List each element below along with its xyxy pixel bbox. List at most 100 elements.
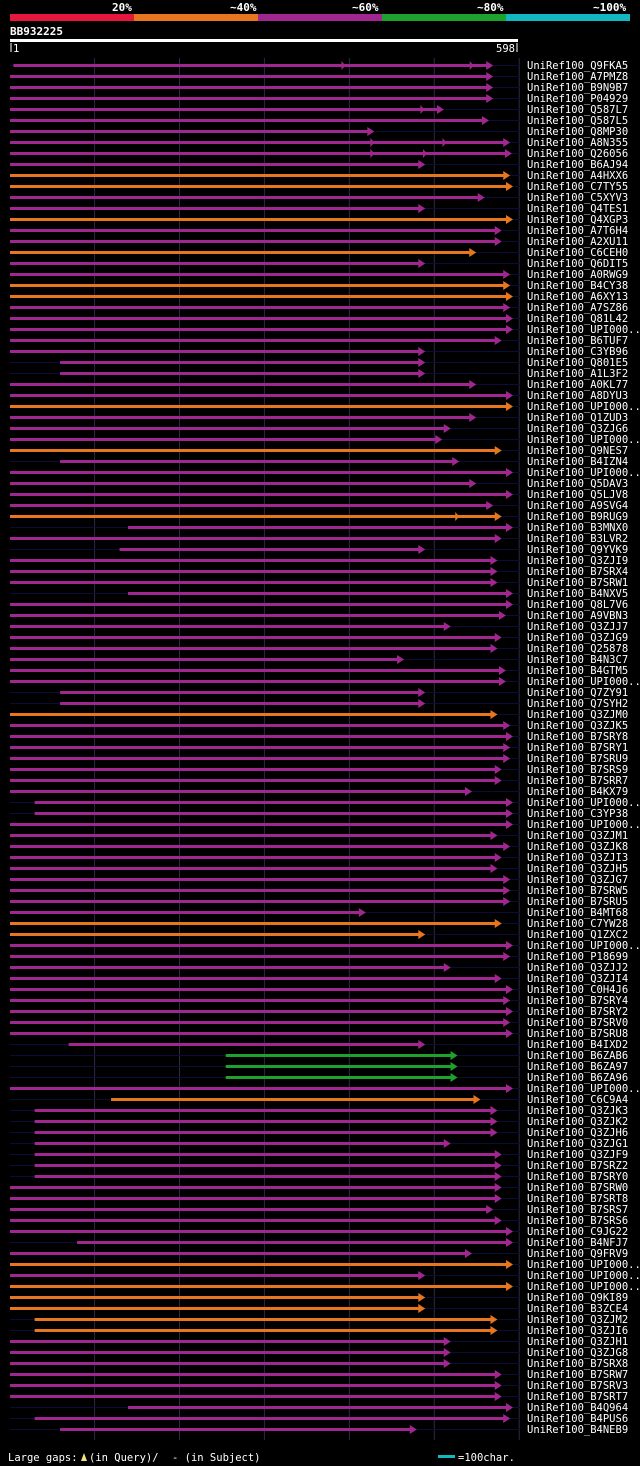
hit-row[interactable]: UniRef100_C7YW28 (10, 918, 628, 930)
hit-label[interactable]: UniRef100_B7SRV0 (527, 1017, 628, 1029)
hit-bar[interactable] (34, 1417, 505, 1420)
hit-label[interactable]: UniRef100_B7SRW5 (527, 885, 628, 897)
hit-row[interactable]: UniRef100_B7SRZ2 (10, 1160, 628, 1172)
hit-row[interactable]: UniRef100_Q1ZXC2 (10, 929, 628, 941)
hit-label[interactable]: UniRef100_Q4XGP3 (527, 214, 628, 226)
hit-label[interactable]: UniRef100_B4N3C7 (527, 654, 628, 666)
hit-label[interactable]: UniRef100_B4KX79 (527, 786, 628, 798)
hit-row[interactable]: UniRef100_B4NXV5 (10, 588, 628, 600)
hit-bar[interactable] (10, 900, 505, 903)
hit-bar[interactable] (10, 911, 360, 914)
hit-label[interactable]: UniRef100_B4GTM5 (527, 665, 628, 677)
hit-label[interactable]: UniRef100_A0RWG9 (527, 269, 628, 281)
hit-label[interactable]: UniRef100_Q801E5 (527, 357, 628, 369)
hit-row[interactable]: UniRef100_B9RUG9 (10, 511, 628, 523)
hit-bar[interactable] (10, 240, 496, 243)
hit-label[interactable]: UniRef100_UPI000... (527, 324, 640, 336)
hit-bar[interactable] (10, 251, 471, 254)
hit-label[interactable]: UniRef100_A6XY13 (527, 291, 628, 303)
hit-bar[interactable] (10, 1252, 466, 1255)
hit-row[interactable]: UniRef100_Q9FRV9 (10, 1248, 628, 1260)
hit-bar[interactable] (10, 1351, 445, 1354)
hit-row[interactable]: UniRef100_B7SRY0 (10, 1171, 628, 1183)
hit-bar[interactable] (10, 867, 492, 870)
hit-bar[interactable] (10, 1285, 507, 1288)
hit-label[interactable]: UniRef100_B4IZN4 (527, 456, 628, 468)
hit-bar[interactable] (10, 262, 420, 265)
hit-row[interactable]: UniRef100_B7SRW1 (10, 577, 628, 589)
hit-label[interactable]: UniRef100_Q3ZJG6 (527, 423, 628, 435)
hit-label[interactable]: UniRef100_Q9FRV9 (527, 1248, 628, 1260)
hit-row[interactable]: UniRef100_UPI000... (10, 819, 640, 831)
hit-bar[interactable] (60, 691, 420, 694)
hit-label[interactable]: UniRef100_Q6DIT5 (527, 258, 628, 270)
hit-label[interactable]: UniRef100_A9SVG4 (527, 500, 628, 512)
hit-row[interactable]: UniRef100_B7SRY2 (10, 1006, 628, 1018)
hit-label[interactable]: UniRef100_A7PMZ8 (527, 71, 628, 83)
hit-bar[interactable] (10, 1340, 445, 1343)
hit-row[interactable]: UniRef100_B7SRW5 (10, 885, 628, 897)
hit-bar[interactable] (13, 64, 488, 67)
hit-bar[interactable] (10, 218, 507, 221)
hit-row[interactable]: UniRef100_B4Q964 (10, 1402, 628, 1414)
hit-bar[interactable] (10, 1032, 507, 1035)
hit-bar[interactable] (10, 306, 505, 309)
hit-label[interactable]: UniRef100_B7SRX4 (527, 566, 628, 578)
hit-bar[interactable] (10, 405, 507, 408)
hit-bar[interactable] (34, 1120, 492, 1123)
hit-row[interactable]: UniRef100_B4IXD2 (10, 1039, 628, 1051)
hit-bar[interactable] (34, 1318, 492, 1321)
hit-row[interactable]: UniRef100_B7SRU8 (10, 1028, 628, 1040)
hit-row[interactable]: UniRef100_B7SRY8 (10, 731, 628, 743)
hit-label[interactable]: UniRef100_A9VBN3 (527, 610, 628, 622)
hit-bar[interactable] (10, 823, 507, 826)
hit-bar[interactable] (10, 636, 496, 639)
hit-row[interactable]: UniRef100_B7SRU9 (10, 753, 628, 765)
hit-row[interactable]: UniRef100_B4NEB9 (10, 1424, 628, 1436)
hit-row[interactable]: UniRef100_B3LVR2 (10, 533, 628, 545)
hit-label[interactable]: UniRef100_Q26056 (527, 148, 628, 160)
hit-bar[interactable] (10, 966, 445, 969)
hit-bar[interactable] (10, 944, 507, 947)
hit-label[interactable]: UniRef100_B4NXV5 (527, 588, 628, 600)
hit-bar[interactable] (34, 812, 507, 815)
hit-bar[interactable] (10, 581, 492, 584)
hit-label[interactable]: UniRef100_Q81L42 (527, 313, 628, 325)
hit-row[interactable]: UniRef100_A7PMZ8 (10, 71, 628, 83)
hit-row[interactable]: UniRef100_A8N355 (10, 137, 628, 149)
hit-label[interactable]: UniRef100_A0KL77 (527, 379, 628, 391)
hit-bar[interactable] (34, 801, 507, 804)
hit-row[interactable]: UniRef100_Q3ZJI6 (10, 1325, 628, 1337)
hit-bar[interactable] (60, 372, 420, 375)
hit-label[interactable]: UniRef100_B7SRS6 (527, 1215, 628, 1227)
hit-label[interactable]: UniRef100_Q3ZJI4 (527, 973, 628, 985)
hit-bar[interactable] (10, 878, 505, 881)
hit-bar[interactable] (128, 526, 507, 529)
hit-bar[interactable] (10, 658, 399, 661)
hit-row[interactable]: UniRef100_Q3ZJM2 (10, 1314, 628, 1326)
hit-label[interactable]: UniRef100_B6TUF7 (527, 335, 628, 347)
hit-label[interactable]: UniRef100_Q3ZJM0 (527, 709, 628, 721)
hit-row[interactable]: UniRef100_Q3ZJF9 (10, 1149, 628, 1161)
hit-label[interactable]: UniRef100_Q3ZJK3 (527, 1105, 628, 1117)
hit-row[interactable]: UniRef100_A9VBN3 (10, 610, 628, 622)
hit-bar[interactable] (128, 1406, 507, 1409)
hit-bar[interactable] (34, 1153, 496, 1156)
hit-row[interactable]: UniRef100_Q3ZJG8 (10, 1347, 628, 1359)
hit-row[interactable]: UniRef100_UPI000... (10, 1259, 640, 1271)
hit-row[interactable]: UniRef100_Q4TES1 (10, 203, 628, 215)
hit-row[interactable]: UniRef100_Q3ZJJ2 (10, 962, 628, 974)
hit-label[interactable]: UniRef100_C3YP38 (527, 808, 628, 820)
hit-row[interactable]: UniRef100_Q3ZJG1 (10, 1138, 628, 1150)
hit-label[interactable]: UniRef100_Q3ZJK8 (527, 841, 628, 853)
hit-bar[interactable] (10, 746, 505, 749)
hit-row[interactable]: UniRef100_A9SVG4 (10, 500, 628, 512)
hit-row[interactable]: UniRef100_B3ZCE4 (10, 1303, 628, 1315)
hit-row[interactable]: UniRef100_Q7ZY91 (10, 687, 628, 699)
hit-row[interactable]: UniRef100_C3YB96 (10, 346, 628, 358)
hit-row[interactable]: UniRef100_A0KL77 (10, 379, 628, 391)
hit-bar[interactable] (10, 735, 507, 738)
hit-label[interactable]: UniRef100_Q9FKA5 (527, 60, 628, 72)
hit-bar[interactable] (10, 779, 496, 782)
hit-row[interactable]: UniRef100_Q3ZJI9 (10, 555, 628, 567)
